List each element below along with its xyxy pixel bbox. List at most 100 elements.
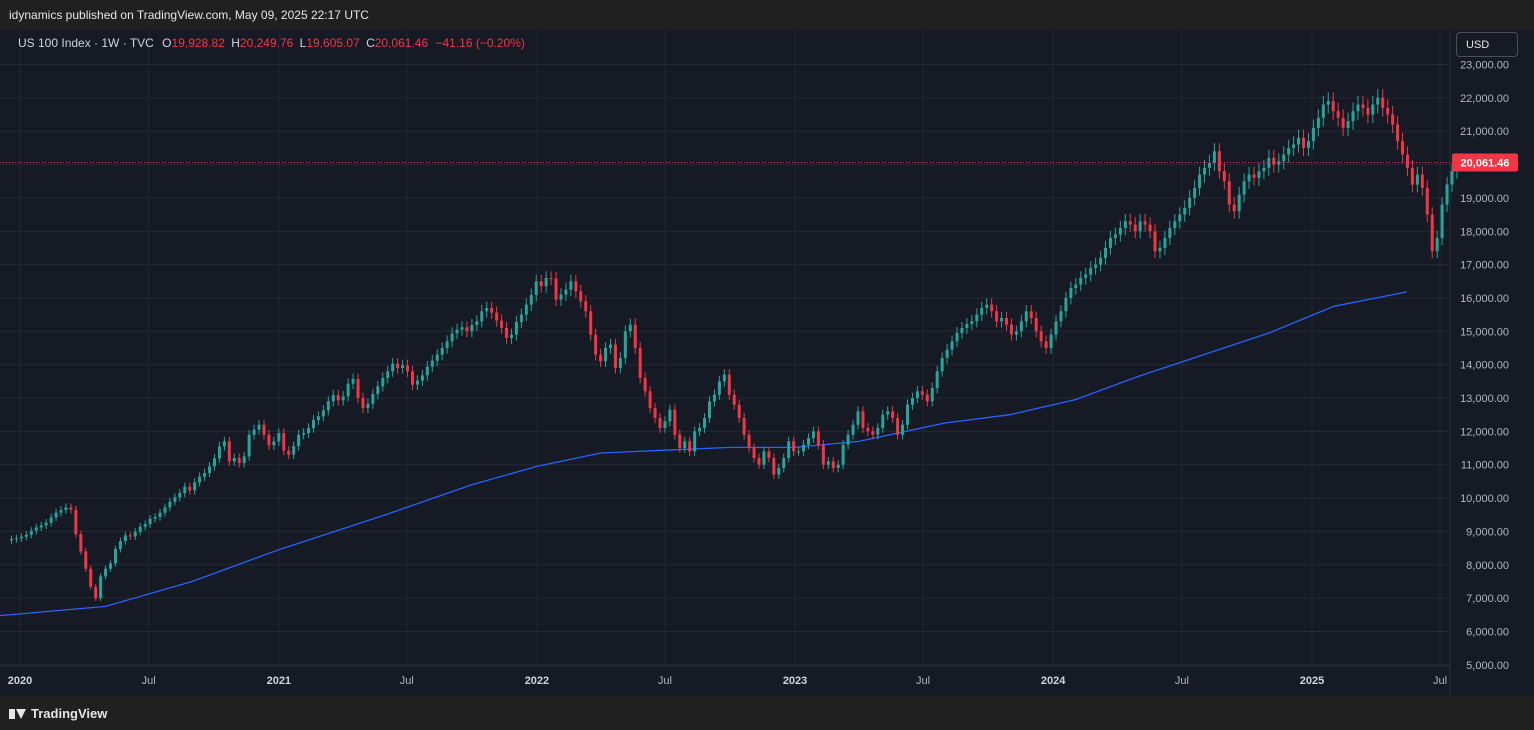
candle-down [925, 394, 929, 402]
candle-up [401, 365, 405, 368]
candle-down [1217, 151, 1221, 172]
candle-up [173, 497, 177, 502]
candle-up [901, 424, 905, 435]
candle-up [480, 311, 484, 322]
candle-up [351, 378, 355, 384]
candle-down [495, 312, 499, 321]
high-label: H [231, 36, 240, 50]
candle-up [1371, 104, 1375, 115]
tradingview-logo[interactable]: TradingView [9, 706, 107, 721]
price-axis-label: 21,000.00 [1460, 126, 1509, 138]
candle-down [599, 354, 603, 362]
brand-name: TradingView [31, 706, 108, 721]
price-axis-label: 14,000.00 [1460, 360, 1509, 372]
candle-up [104, 568, 108, 577]
candle-up [123, 535, 127, 542]
candle-up [524, 304, 528, 315]
candle-down [727, 374, 731, 395]
candle-up [712, 394, 716, 402]
candle-down [648, 391, 652, 409]
candle-up [1212, 151, 1216, 163]
price-chart[interactable]: 5,000.00 6,000.00 7,000.00 8,000.00 9,000.00… [0, 30, 1534, 696]
candle-up [1158, 247, 1162, 252]
candle-up [1089, 267, 1093, 275]
candle-up [1183, 207, 1187, 215]
candle-up [915, 391, 919, 398]
candle-up [1024, 311, 1028, 322]
candle-down [1039, 331, 1043, 342]
candle-down [1430, 214, 1434, 252]
candle-up [1376, 97, 1380, 105]
candle-down [816, 431, 820, 445]
time-axis-label: 2025 [1300, 675, 1324, 687]
time-axis-label: 2022 [525, 675, 549, 687]
candle-up [14, 538, 18, 540]
candle-down [465, 327, 469, 332]
candle-down [772, 458, 776, 475]
candle-up [1163, 237, 1167, 248]
candle-down [653, 408, 657, 419]
price-axis-label: 18,000.00 [1460, 226, 1509, 238]
candle-down [594, 334, 598, 355]
candle-down [1336, 111, 1340, 118]
candle-up [1435, 237, 1439, 252]
price-axis-label: 17,000.00 [1460, 260, 1509, 272]
candle-up [1064, 297, 1068, 312]
price-axis-label: 22,000.00 [1460, 93, 1509, 105]
moving-average-line [0, 291, 1407, 617]
candle-down [1341, 117, 1345, 128]
candle-up [1297, 137, 1301, 145]
candle-up [529, 294, 533, 305]
time-axis-label: Jul [1433, 675, 1447, 687]
candle-up [44, 522, 48, 526]
candle-up [381, 377, 385, 387]
symbol-info: US 100 Index · 1W · TVC [18, 36, 154, 50]
candle-up [717, 381, 721, 395]
candle-up [49, 517, 53, 523]
candle-down [282, 433, 286, 451]
candle-up [935, 371, 939, 388]
candle-down [752, 448, 756, 459]
candle-up [906, 404, 909, 425]
candle-down [356, 378, 360, 398]
candle-down [1410, 167, 1414, 185]
candle-up [707, 401, 711, 419]
candle-up [277, 433, 281, 442]
candle-down [1252, 174, 1256, 178]
candle-down [1302, 137, 1306, 148]
candle-up [777, 468, 781, 475]
candle-down [1148, 224, 1152, 232]
candle-down [89, 568, 93, 587]
candle-up [252, 429, 256, 435]
last-price-tag [1452, 153, 1518, 172]
candle-up [178, 493, 182, 498]
candle-up [1237, 194, 1241, 212]
candle-down [678, 434, 682, 449]
candle-up [34, 527, 38, 531]
candle-up [1014, 331, 1018, 335]
candle-up [1450, 171, 1454, 185]
candle-up [1262, 167, 1266, 172]
candle-up [1168, 227, 1172, 238]
price-axis-label: 11,000.00 [1461, 460, 1509, 472]
candle-up [203, 473, 207, 477]
candle-down [1232, 204, 1236, 212]
candle-up [54, 512, 58, 518]
candle-down [1029, 311, 1033, 318]
candle-down [1401, 141, 1405, 155]
candle-down [1381, 97, 1385, 108]
candle-down [74, 509, 78, 535]
candle-up [420, 375, 424, 381]
chart-panel[interactable]: 5,000.00 6,000.00 7,000.00 8,000.00 9,000.00… [0, 30, 1534, 696]
candle-up [366, 403, 370, 409]
candle-up [24, 534, 28, 537]
open-value: 19,928.82 [171, 36, 225, 50]
time-axis-label: Jul [916, 675, 930, 687]
candle-down [866, 428, 870, 432]
candle-up [1326, 101, 1330, 105]
candle-down [1044, 341, 1048, 348]
candle-down [1133, 224, 1137, 232]
candle-up [64, 507, 68, 511]
currency-button[interactable]: USD [1456, 32, 1518, 57]
candle-up [485, 307, 489, 312]
